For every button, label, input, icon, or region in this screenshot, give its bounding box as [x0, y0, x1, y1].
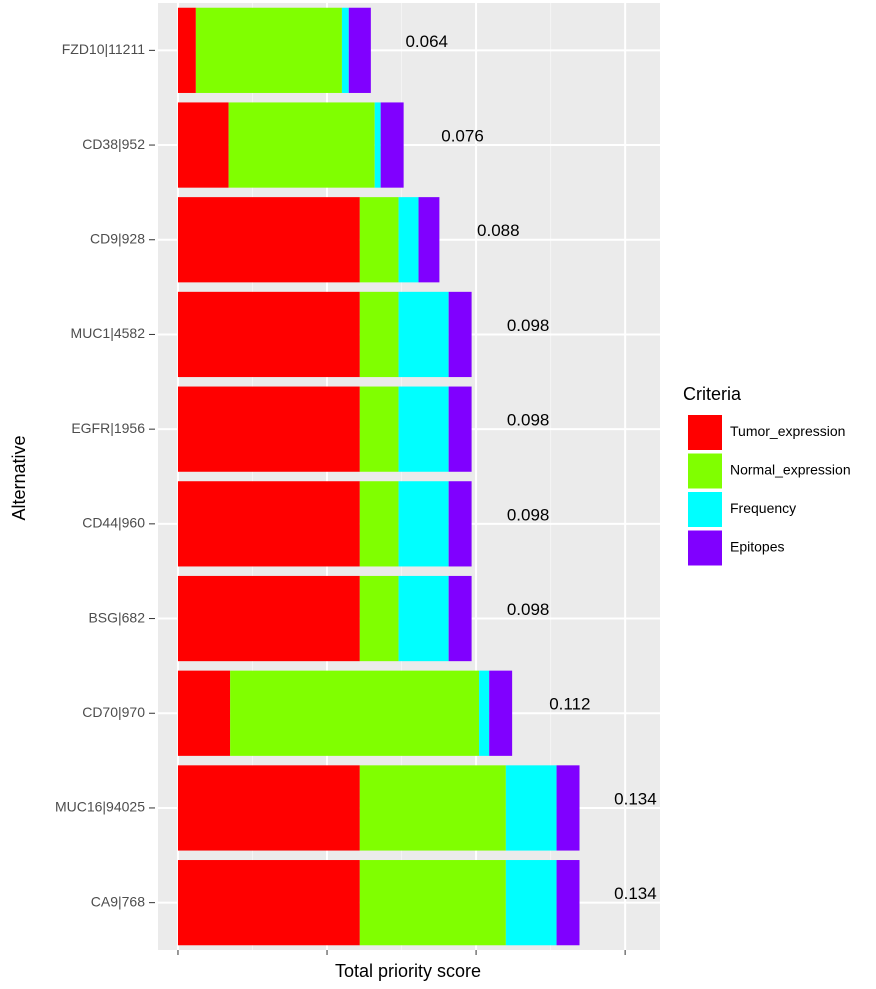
bar-segment	[374, 102, 381, 188]
bar-segment	[359, 386, 399, 472]
bar-segment	[359, 575, 399, 662]
bar-segment	[448, 575, 472, 662]
legend-label: Epitopes	[730, 539, 784, 555]
legend-key	[688, 492, 722, 527]
bar-segment	[398, 575, 449, 662]
legend-label: Normal_expression	[730, 462, 851, 478]
total-label: 0.098	[507, 505, 550, 524]
y-tick-label: FZD10|11211	[62, 41, 145, 57]
bar-segment	[398, 291, 449, 378]
bar-segment	[359, 860, 506, 946]
bar-segment	[177, 670, 231, 756]
bar-segment	[505, 765, 557, 851]
bar-segment	[177, 102, 229, 188]
legend-title: Criteria	[683, 384, 742, 404]
bar-segment	[359, 291, 399, 378]
legend-key	[688, 453, 722, 489]
bar-segment	[448, 291, 472, 378]
y-tick-label: CD70|970	[82, 704, 145, 720]
bar-segment	[177, 197, 360, 283]
bar-segment	[177, 386, 360, 472]
bar-segment	[505, 860, 557, 946]
bar-segment	[177, 765, 360, 851]
y-tick-label: MUC16|94025	[55, 799, 145, 815]
y-tick-label: CA9|768	[91, 893, 145, 909]
bar-segment	[448, 386, 472, 472]
total-label: 0.076	[441, 127, 484, 146]
bar-segment	[398, 481, 449, 567]
total-label: 0.098	[507, 411, 550, 430]
bar-segment	[348, 7, 371, 93]
bar-segment	[228, 102, 375, 188]
y-tick-label: CD38|952	[82, 136, 145, 152]
bar-segment	[489, 670, 513, 756]
bar-segment	[359, 765, 506, 851]
legend-key	[688, 530, 722, 566]
total-label: 0.112	[549, 695, 590, 714]
bar-segment	[448, 481, 472, 567]
y-axis-title: Alternative	[9, 435, 29, 520]
bar-segment	[341, 7, 349, 93]
y-tick-label: CD44|960	[82, 515, 145, 531]
bar-segment	[398, 386, 449, 472]
x-axis-title: Total priority score	[335, 961, 481, 981]
bar-segment	[177, 860, 360, 946]
bar-segment	[418, 197, 440, 283]
legend-label: Frequency	[730, 500, 796, 516]
total-label: 0.134	[614, 884, 657, 903]
bar-segment	[177, 575, 360, 662]
total-label: 0.098	[507, 600, 550, 619]
bar-segment	[230, 670, 480, 756]
y-tick-label: CD9|928	[90, 230, 145, 246]
bar-segment	[359, 481, 399, 567]
bar-segment	[380, 102, 404, 188]
bar-segment	[398, 197, 419, 283]
total-label: 0.064	[405, 32, 448, 51]
legend-key	[688, 415, 722, 450]
bar-segment	[359, 197, 399, 283]
bar-segment	[177, 481, 360, 567]
bar-segment	[556, 765, 580, 851]
bar-segment	[556, 860, 580, 946]
bar-segment	[177, 291, 360, 378]
bar-segment	[177, 7, 196, 93]
y-tick-label: MUC1|4582	[71, 325, 146, 341]
bar-segment	[195, 7, 342, 93]
legend-label: Tumor_expression	[730, 423, 845, 439]
total-label: 0.134	[614, 789, 657, 808]
total-label: 0.088	[477, 221, 520, 240]
y-tick-label: BSG|682	[88, 609, 145, 625]
y-tick-label: EGFR|1956	[71, 420, 145, 436]
total-label: 0.098	[507, 316, 550, 335]
bar-segment	[479, 670, 490, 756]
